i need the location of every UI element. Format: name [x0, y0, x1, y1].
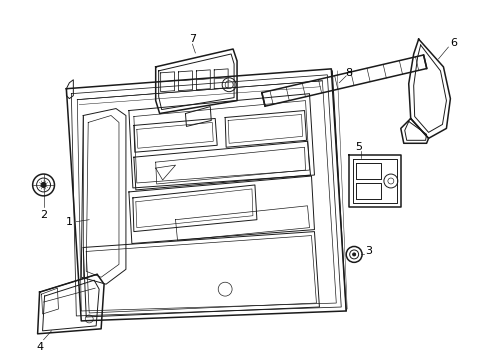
- Text: 5: 5: [355, 142, 362, 152]
- Text: 2: 2: [40, 210, 47, 220]
- Circle shape: [41, 183, 46, 188]
- Text: 8: 8: [345, 68, 352, 78]
- Text: 4: 4: [36, 342, 43, 352]
- Text: 6: 6: [449, 38, 456, 48]
- Text: 7: 7: [188, 34, 196, 44]
- Text: 3: 3: [365, 247, 372, 256]
- Text: 1: 1: [66, 217, 73, 227]
- Circle shape: [352, 253, 355, 256]
